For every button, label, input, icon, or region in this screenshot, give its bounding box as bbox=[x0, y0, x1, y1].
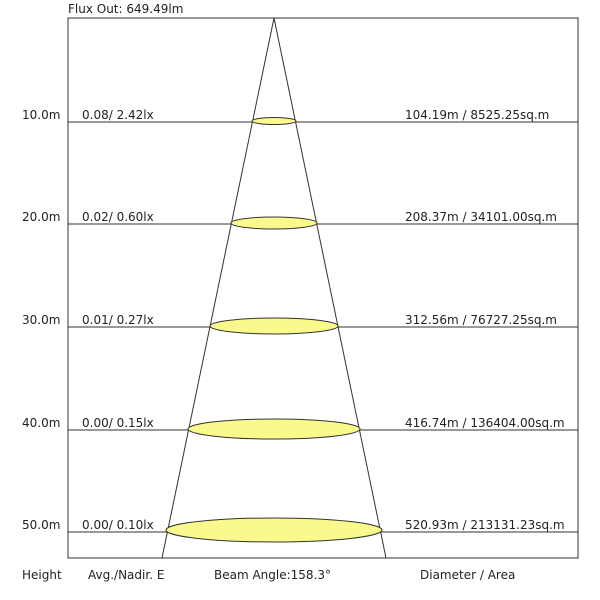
footer-label: Avg./Nadir. E bbox=[88, 568, 164, 582]
illuminance-label: 0.08/ 2.42lx bbox=[82, 108, 154, 122]
beam-ellipse bbox=[251, 117, 297, 125]
diameter-label: 104.19m / 8525.25sq.m bbox=[405, 108, 549, 122]
illuminance-label: 0.01/ 0.27lx bbox=[82, 313, 154, 327]
diameter-label: 312.56m / 76727.25sq.m bbox=[405, 313, 557, 327]
height-label: 20.0m bbox=[22, 210, 60, 224]
height-label: 40.0m bbox=[22, 416, 60, 430]
footer-label: Diameter / Area bbox=[420, 568, 515, 582]
beam-ellipse bbox=[165, 517, 383, 543]
cone-edge bbox=[161, 17, 275, 559]
footer-label: Beam Angle:158.3° bbox=[214, 568, 331, 582]
height-label: 50.0m bbox=[22, 518, 60, 532]
footer-label: Height bbox=[22, 568, 62, 582]
height-label: 10.0m bbox=[22, 108, 60, 122]
beam-ellipse bbox=[230, 216, 318, 230]
illuminance-label: 0.02/ 0.60lx bbox=[82, 210, 154, 224]
diameter-label: 520.93m / 213131.23sq.m bbox=[405, 518, 565, 532]
beam-ellipse bbox=[187, 418, 361, 440]
illuminance-label: 0.00/ 0.15lx bbox=[82, 416, 154, 430]
diameter-label: 208.37m / 34101.00sq.m bbox=[405, 210, 557, 224]
frame bbox=[67, 17, 579, 559]
illuminance-label: 0.00/ 0.10lx bbox=[82, 518, 154, 532]
diameter-label: 416.74m / 136404.00sq.m bbox=[405, 416, 565, 430]
title: Flux Out: 649.49lm bbox=[68, 2, 183, 16]
beam-ellipse bbox=[209, 317, 339, 335]
cone-edge bbox=[273, 17, 387, 559]
height-label: 30.0m bbox=[22, 313, 60, 327]
